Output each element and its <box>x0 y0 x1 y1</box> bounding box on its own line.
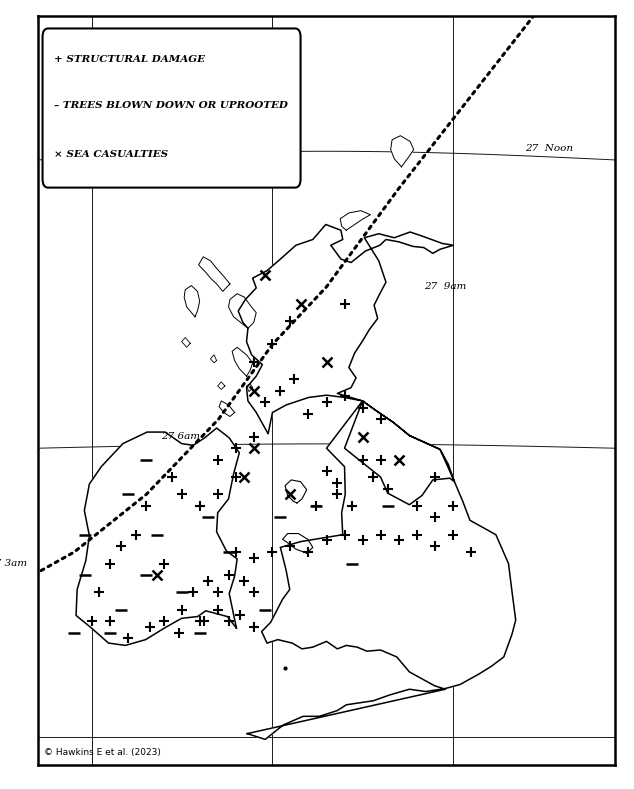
Polygon shape <box>340 211 370 230</box>
Text: + STRUCTURAL DAMAGE: + STRUCTURAL DAMAGE <box>55 54 205 64</box>
Polygon shape <box>283 533 313 553</box>
Text: © Hawkins E et al. (2023): © Hawkins E et al. (2023) <box>44 748 160 757</box>
Polygon shape <box>217 382 225 390</box>
FancyBboxPatch shape <box>42 28 301 188</box>
Polygon shape <box>76 428 239 645</box>
Polygon shape <box>247 401 515 739</box>
Polygon shape <box>219 401 235 417</box>
Text: × SEA CASUALTIES: × SEA CASUALTIES <box>55 150 169 159</box>
Polygon shape <box>247 383 252 391</box>
Polygon shape <box>232 347 252 376</box>
Polygon shape <box>238 225 453 434</box>
Polygon shape <box>285 480 307 503</box>
Polygon shape <box>391 136 414 166</box>
Polygon shape <box>198 256 230 291</box>
Text: 27  Noon: 27 Noon <box>525 144 573 153</box>
Polygon shape <box>228 294 256 328</box>
Text: 27  9am: 27 9am <box>424 282 466 291</box>
Text: – TREES BLOWN DOWN OR UPROOTED: – TREES BLOWN DOWN OR UPROOTED <box>55 101 288 110</box>
Polygon shape <box>210 355 217 363</box>
Text: 27 6am: 27 6am <box>161 432 200 441</box>
Polygon shape <box>184 286 200 316</box>
Text: 27 3am: 27 3am <box>0 559 27 568</box>
Polygon shape <box>182 338 190 347</box>
